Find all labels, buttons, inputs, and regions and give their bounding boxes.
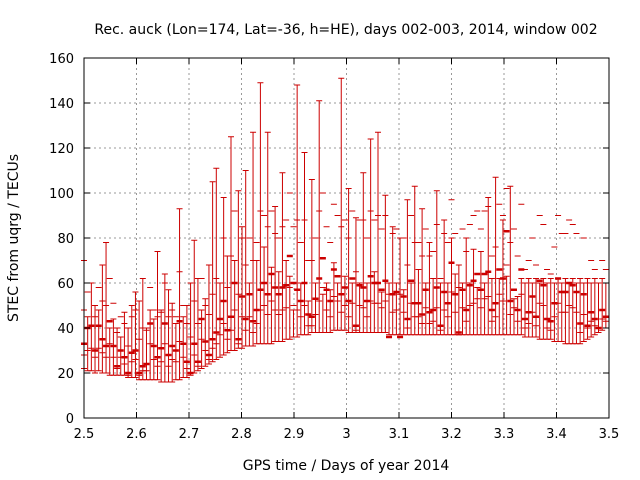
x-tick-label: 3.5 [599,427,620,442]
y-tick-label: 80 [57,232,74,247]
x-tick-label: 3.4 [546,427,567,442]
y-tick-label: 120 [49,142,74,157]
y-axis-label: STEC from uqrg / TECUs [6,154,22,322]
y-tick-label: 160 [49,52,74,67]
x-axis-label: GPS time / Days of year 2014 [243,458,450,474]
x-tick-label: 3.3 [494,427,515,442]
y-tick-label: 60 [57,277,74,292]
y-tick-label: 100 [49,187,74,202]
x-tick-label: 3 [342,427,350,442]
x-tick-label: 2.7 [179,427,200,442]
chart-title: Rec. auck (Lon=174, Lat=-36, h=HE), days… [94,22,597,38]
y-tick-label: 40 [57,322,74,337]
y-tick-label: 20 [57,367,74,382]
x-tick-label: 2.8 [231,427,252,442]
error-bars [81,77,609,383]
x-tick-label: 2.5 [74,427,95,442]
y-tick-label: 140 [49,97,74,112]
y-tick-label: 0 [66,412,74,427]
x-tick-label: 2.9 [284,427,305,442]
x-tick-label: 3.2 [441,427,462,442]
x-tick-label: 2.6 [126,427,147,442]
axis-ticks: 2.5 2.6 2.7 2.8 2.9 3 3.1 3.2 3.3 3.4 3.5 0 20 40 60 80… [49,52,619,442]
x-tick-label: 3.1 [389,427,410,442]
